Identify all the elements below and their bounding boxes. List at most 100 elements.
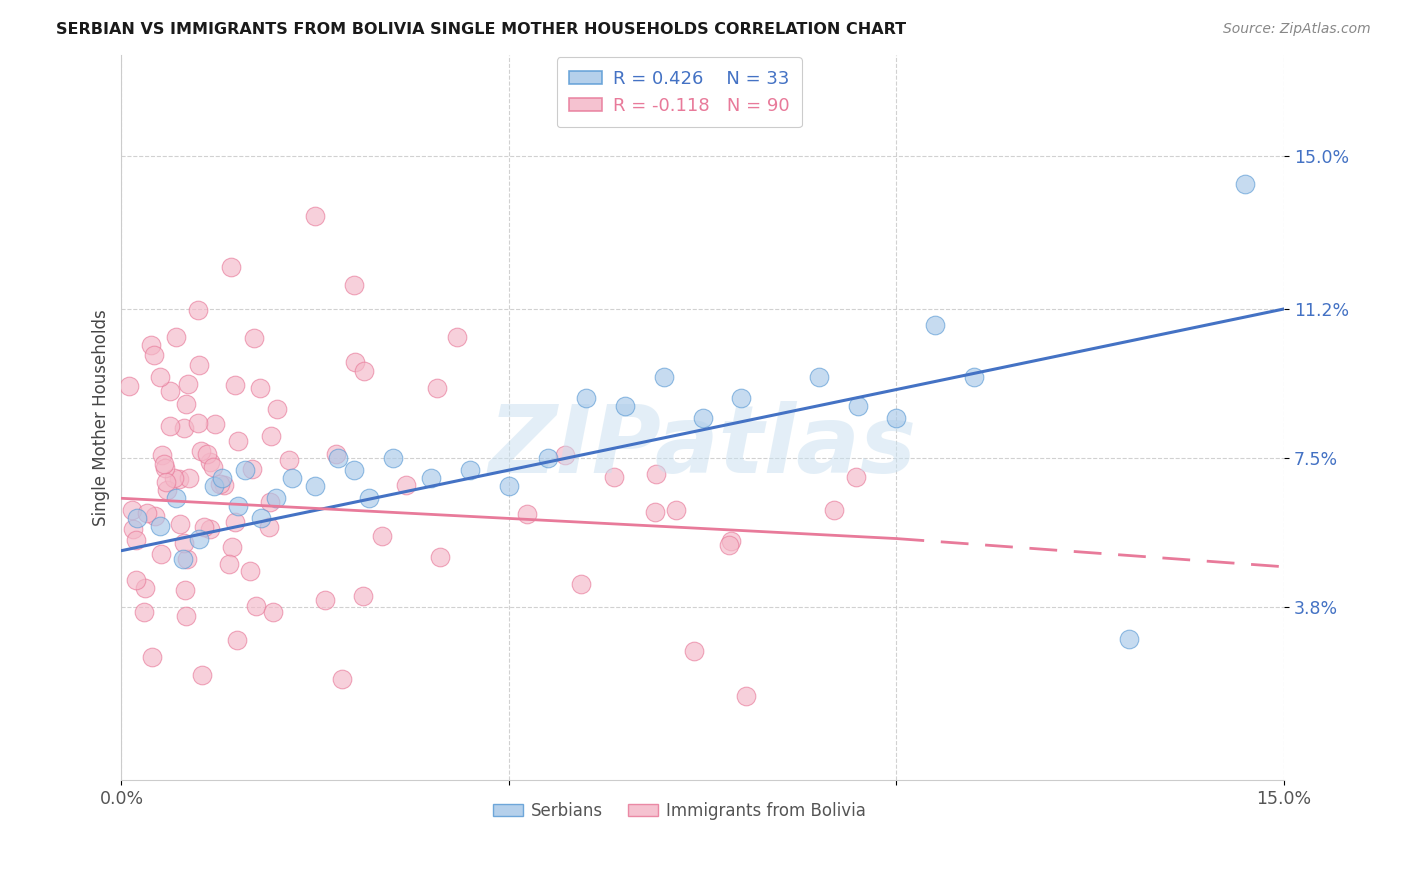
Point bbox=[352, 589, 374, 603]
Point bbox=[132, 606, 155, 620]
Point bbox=[886, 410, 908, 425]
Point bbox=[135, 506, 157, 520]
Point bbox=[125, 533, 148, 547]
Point bbox=[243, 331, 266, 345]
Point bbox=[152, 457, 174, 471]
Point bbox=[169, 516, 191, 531]
Point bbox=[262, 605, 284, 619]
Point bbox=[221, 540, 243, 554]
Point bbox=[259, 494, 281, 508]
Point bbox=[1234, 177, 1257, 191]
Point bbox=[260, 429, 283, 443]
Point bbox=[603, 469, 626, 483]
Point bbox=[174, 397, 197, 411]
Text: ZIPatlas: ZIPatlas bbox=[489, 401, 917, 492]
Point bbox=[198, 455, 221, 469]
Point bbox=[257, 520, 280, 534]
Point bbox=[176, 552, 198, 566]
Point bbox=[224, 515, 246, 529]
Point bbox=[173, 536, 195, 550]
Point bbox=[718, 538, 741, 552]
Point bbox=[807, 370, 830, 384]
Point bbox=[458, 463, 481, 477]
Point bbox=[304, 209, 326, 223]
Point bbox=[652, 370, 675, 384]
Point bbox=[665, 503, 688, 517]
Point bbox=[149, 547, 172, 561]
Point bbox=[240, 462, 263, 476]
Point bbox=[420, 471, 443, 485]
Point bbox=[177, 471, 200, 485]
Point bbox=[153, 461, 176, 475]
Point bbox=[328, 450, 350, 465]
Point bbox=[226, 500, 249, 514]
Point bbox=[963, 370, 986, 384]
Point bbox=[325, 447, 347, 461]
Point bbox=[218, 557, 240, 571]
Point bbox=[381, 450, 404, 465]
Legend: Serbians, Immigrants from Bolivia: Serbians, Immigrants from Bolivia bbox=[486, 795, 873, 826]
Point bbox=[211, 471, 233, 485]
Point bbox=[163, 470, 186, 484]
Point bbox=[187, 416, 209, 430]
Point bbox=[174, 608, 197, 623]
Point bbox=[569, 576, 592, 591]
Point bbox=[304, 479, 326, 493]
Point bbox=[190, 443, 212, 458]
Point bbox=[281, 471, 304, 485]
Point bbox=[159, 418, 181, 433]
Point bbox=[209, 476, 232, 491]
Point bbox=[169, 472, 191, 486]
Point bbox=[426, 381, 449, 395]
Point bbox=[173, 421, 195, 435]
Point bbox=[141, 650, 163, 665]
Point bbox=[823, 502, 845, 516]
Point bbox=[266, 491, 288, 506]
Point bbox=[143, 509, 166, 524]
Point bbox=[735, 689, 758, 703]
Point bbox=[395, 478, 418, 492]
Point bbox=[187, 359, 209, 373]
Point bbox=[266, 401, 288, 416]
Point bbox=[846, 399, 869, 413]
Point bbox=[924, 318, 946, 332]
Point bbox=[224, 378, 246, 392]
Point bbox=[150, 448, 173, 462]
Point bbox=[219, 260, 242, 274]
Point bbox=[359, 491, 381, 506]
Point bbox=[226, 632, 249, 647]
Point bbox=[845, 470, 868, 484]
Point bbox=[198, 522, 221, 536]
Point bbox=[155, 475, 177, 490]
Text: SERBIAN VS IMMIGRANTS FROM BOLIVIA SINGLE MOTHER HOUSEHOLDS CORRELATION CHART: SERBIAN VS IMMIGRANTS FROM BOLIVIA SINGL… bbox=[56, 22, 907, 37]
Point bbox=[121, 502, 143, 516]
Point bbox=[429, 550, 451, 565]
Point bbox=[149, 519, 172, 533]
Point bbox=[498, 479, 520, 493]
Point bbox=[165, 330, 187, 344]
Point bbox=[201, 460, 224, 475]
Point bbox=[239, 564, 262, 578]
Point bbox=[235, 463, 257, 477]
Point bbox=[187, 532, 209, 546]
Point bbox=[343, 463, 366, 477]
Point bbox=[204, 479, 226, 493]
Point bbox=[554, 449, 576, 463]
Point bbox=[125, 573, 148, 587]
Point bbox=[142, 348, 165, 362]
Point bbox=[1118, 632, 1140, 647]
Point bbox=[245, 599, 267, 613]
Point bbox=[344, 355, 367, 369]
Y-axis label: Single Mother Households: Single Mother Households bbox=[93, 310, 110, 526]
Point bbox=[278, 453, 301, 467]
Point bbox=[516, 507, 538, 521]
Point bbox=[446, 330, 468, 344]
Point bbox=[370, 529, 392, 543]
Point bbox=[575, 391, 598, 405]
Point bbox=[683, 644, 706, 658]
Point bbox=[195, 446, 218, 460]
Point bbox=[174, 583, 197, 598]
Point bbox=[730, 391, 752, 405]
Point bbox=[314, 593, 336, 607]
Point bbox=[149, 370, 172, 384]
